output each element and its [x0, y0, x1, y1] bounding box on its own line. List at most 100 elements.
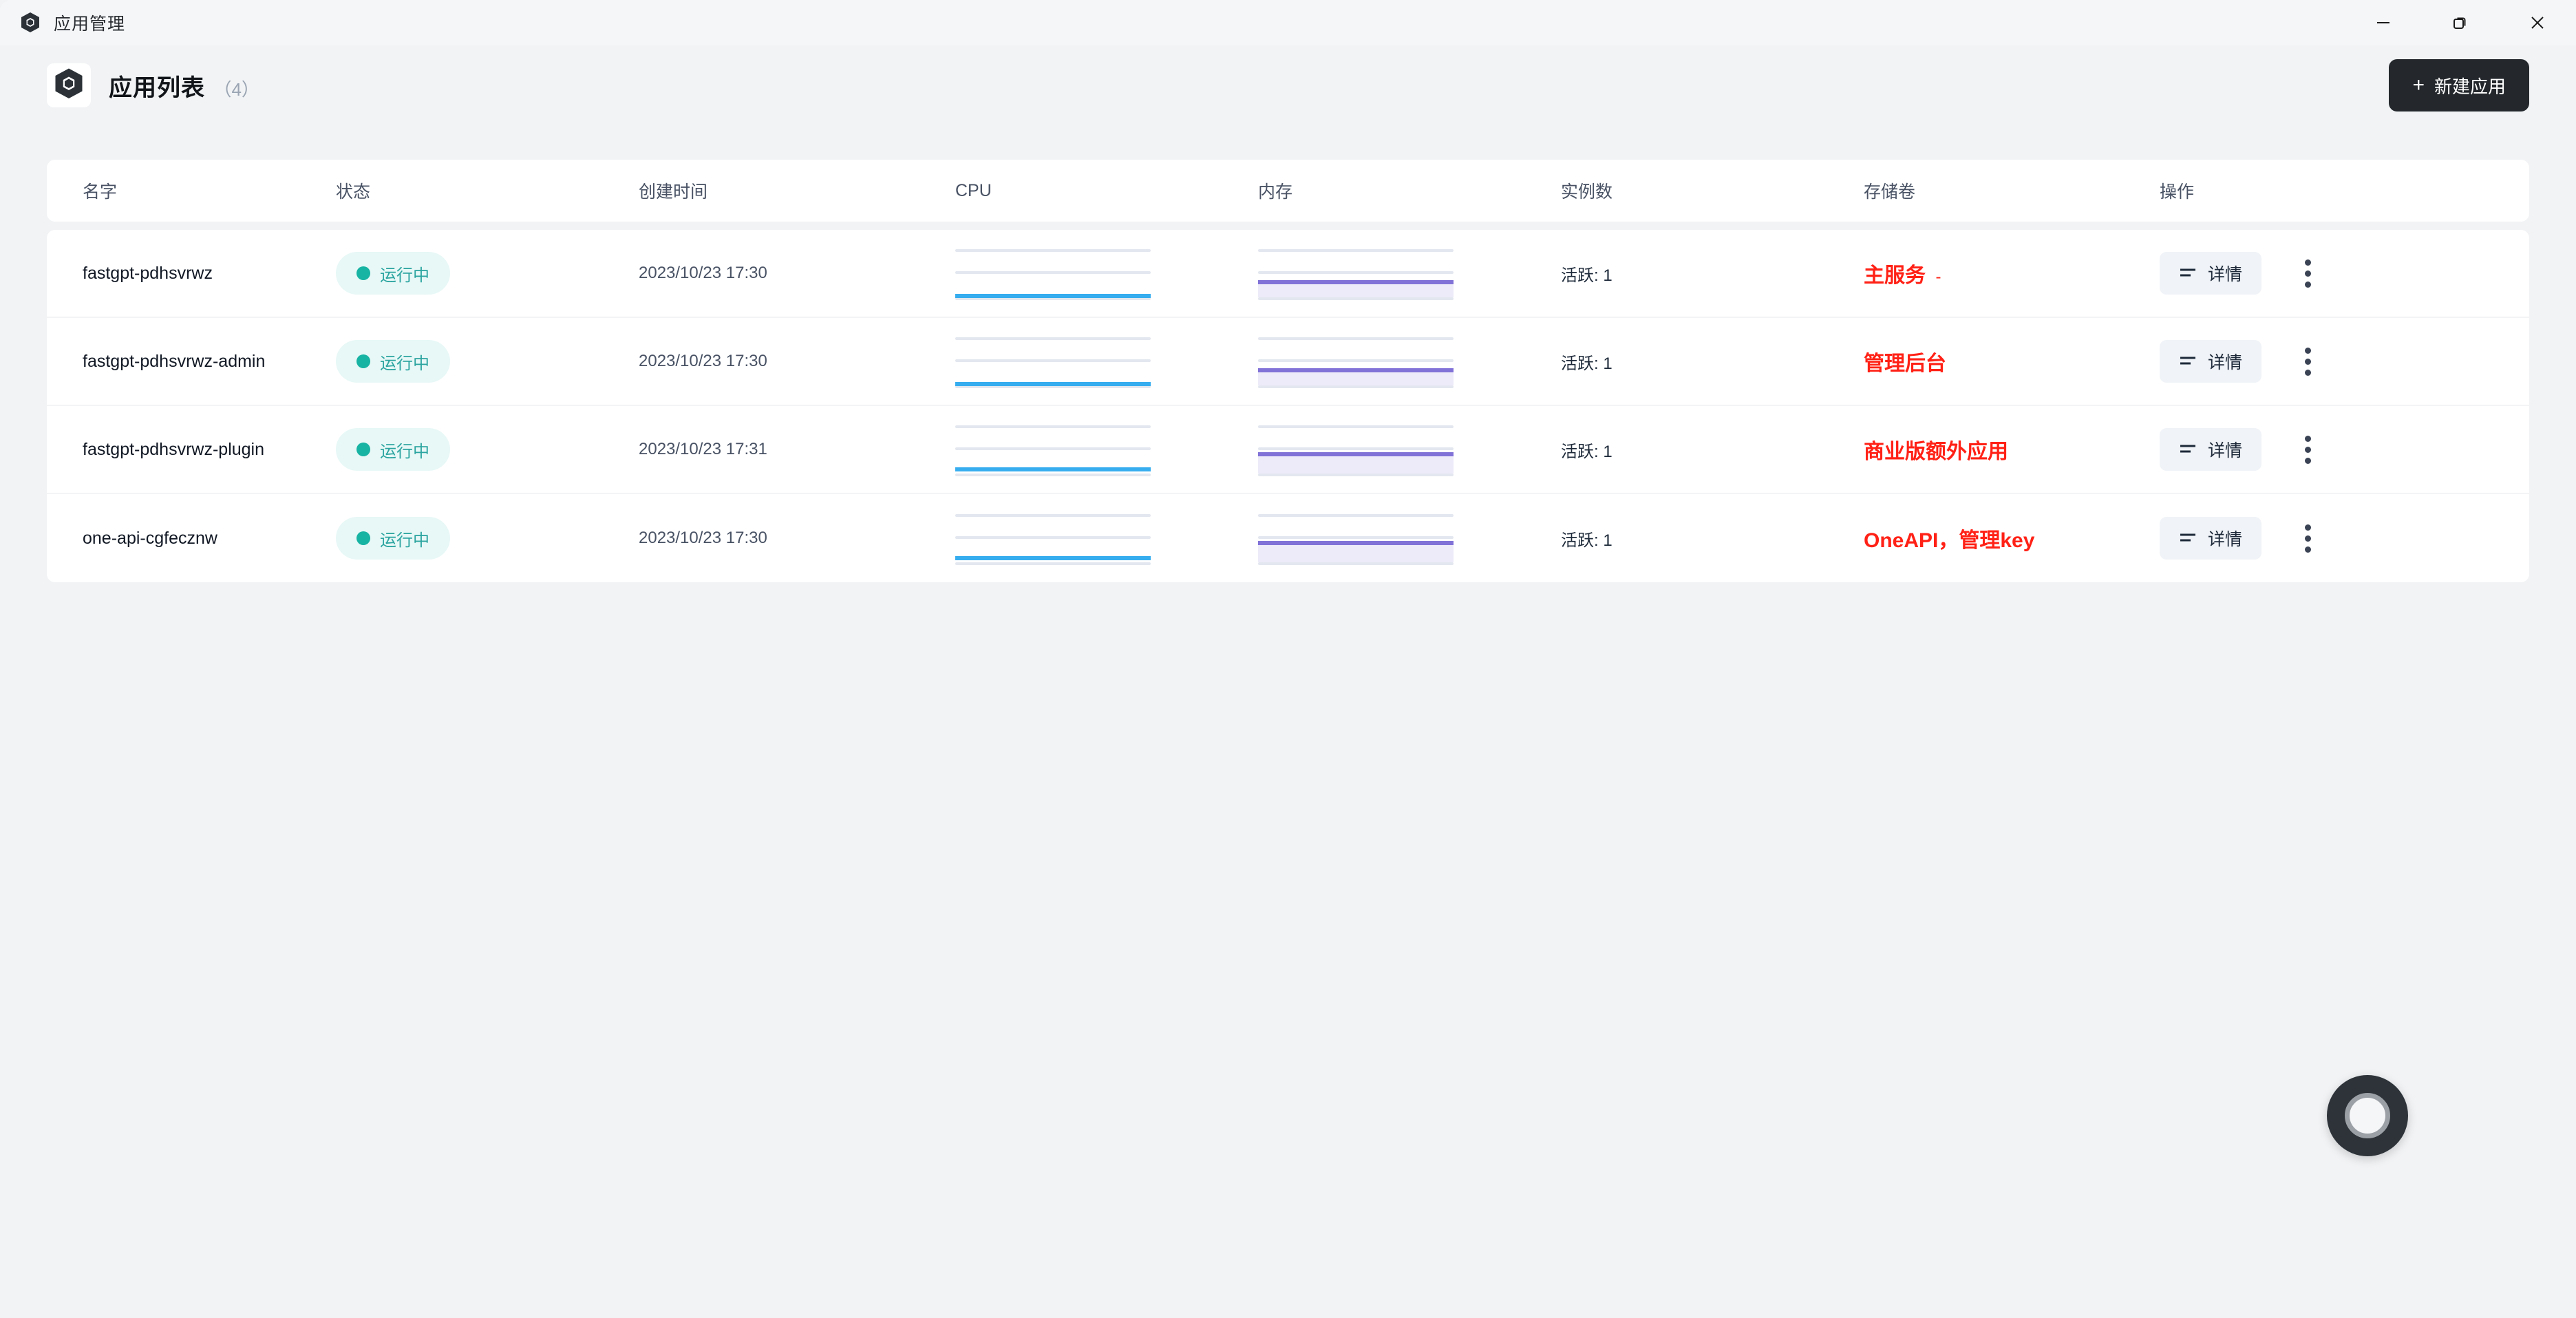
status-label: 运行中	[380, 531, 429, 550]
memory-sparkline	[1258, 332, 1454, 391]
status-badge: 运行中	[336, 517, 450, 560]
instance-count: 活跃: 1	[1561, 354, 1612, 373]
status-cell: 运行中	[336, 428, 639, 471]
column-header-volume: 存储卷	[1864, 182, 1916, 202]
instance-count: 活跃: 1	[1561, 266, 1612, 285]
plus-icon: +	[2412, 74, 2425, 96]
status-dot-icon	[356, 443, 370, 456]
volume-annotation: 主服务	[1864, 264, 1926, 287]
titlebar-left-group: 应用管理	[0, 10, 125, 35]
minimize-button[interactable]	[2345, 0, 2422, 45]
table-row[interactable]: fastgpt-pdhsvrwz-admin 运行中 2023/10/23 17…	[47, 318, 2529, 406]
detail-button[interactable]: 详情	[2160, 340, 2262, 383]
app-name: fastgpt-pdhsvrwz-admin	[83, 351, 266, 371]
volume-annotation-suffix: -	[1935, 268, 1941, 286]
created-time: 2023/10/23 17:30	[639, 352, 767, 370]
status-cell: 运行中	[336, 517, 639, 560]
table-row[interactable]: fastgpt-pdhsvrwz-plugin 运行中 2023/10/23 1…	[47, 406, 2529, 494]
detail-button-label: 详情	[2208, 265, 2243, 284]
restore-window-button[interactable]	[2422, 0, 2499, 45]
column-header-status: 状态	[336, 182, 371, 202]
page-header: 应用列表 （4） + 新建应用	[0, 45, 2576, 125]
cpu-cell	[955, 509, 1258, 568]
cpu-cell	[955, 332, 1258, 391]
status-label: 运行中	[380, 442, 429, 461]
avatar	[47, 63, 91, 107]
detail-button[interactable]: 详情	[2160, 252, 2262, 295]
cpu-sparkline	[955, 420, 1151, 479]
more-options-icon[interactable]	[2289, 428, 2326, 471]
more-options-icon[interactable]	[2289, 517, 2326, 560]
list-lines-icon	[2179, 264, 2197, 284]
more-options-icon[interactable]	[2289, 252, 2326, 295]
volume-annotation: 管理后台	[1864, 352, 1946, 375]
memory-cell	[1258, 420, 1561, 479]
created-time: 2023/10/23 17:31	[639, 440, 767, 458]
cpu-sparkline	[955, 332, 1151, 391]
app-name: one-api-cgfecznw	[83, 528, 217, 548]
status-badge: 运行中	[336, 252, 450, 295]
memory-sparkline	[1258, 420, 1454, 479]
instance-count: 活跃: 1	[1561, 531, 1612, 550]
column-header-instances: 实例数	[1561, 182, 1613, 202]
window-title: 应用管理	[54, 14, 126, 34]
column-header-time: 创建时间	[639, 182, 708, 202]
status-badge: 运行中	[336, 428, 450, 471]
status-cell: 运行中	[336, 340, 639, 383]
memory-cell	[1258, 244, 1561, 303]
status-dot-icon	[356, 531, 370, 545]
cpu-sparkline	[955, 509, 1151, 568]
instance-count: 活跃: 1	[1561, 442, 1612, 461]
column-header-actions: 操作	[2160, 182, 2195, 202]
volume-cell: OneAPI，管理key	[1864, 523, 2160, 553]
hexagon-app-icon	[21, 12, 40, 33]
close-button[interactable]	[2499, 0, 2576, 45]
page-title-count: （4）	[213, 78, 259, 100]
page-title: 应用列表	[109, 74, 205, 101]
page-title-group: 应用列表 （4）	[47, 63, 259, 107]
created-time: 2023/10/23 17:30	[639, 264, 767, 282]
memory-sparkline	[1258, 509, 1454, 568]
new-app-label: 新建应用	[2434, 76, 2506, 97]
table-header-row: 名字 状态 创建时间 CPU 内存 实例数 存储卷 操作	[47, 160, 2529, 222]
memory-sparkline	[1258, 244, 1454, 303]
table-body: fastgpt-pdhsvrwz 运行中 2023/10/23 17:30	[47, 230, 2529, 582]
actions-cell: 详情	[2160, 428, 2449, 471]
cpu-cell	[955, 244, 1258, 303]
actions-cell: 详情	[2160, 340, 2449, 383]
cpu-sparkline	[955, 244, 1151, 303]
app-list-table: 名字 状态 创建时间 CPU 内存 实例数 存储卷 操作 fastgpt-pdh…	[47, 160, 2529, 582]
recording-ring-indicator[interactable]	[2327, 1075, 2408, 1156]
list-lines-icon	[2179, 529, 2197, 549]
cpu-cell	[955, 420, 1258, 479]
column-header-name: 名字	[83, 182, 118, 202]
detail-button-label: 详情	[2208, 441, 2243, 460]
new-app-button[interactable]: + 新建应用	[2389, 59, 2529, 111]
volume-cell: 管理后台	[1864, 346, 2160, 376]
more-options-icon[interactable]	[2289, 340, 2326, 383]
detail-button[interactable]: 详情	[2160, 517, 2262, 560]
status-badge: 运行中	[336, 340, 450, 383]
list-lines-icon	[2179, 440, 2197, 460]
app-name: fastgpt-pdhsvrwz	[83, 263, 213, 283]
column-header-memory: 内存	[1258, 182, 1293, 202]
table-row[interactable]: fastgpt-pdhsvrwz 运行中 2023/10/23 17:30	[47, 230, 2529, 318]
window-controls	[2345, 0, 2576, 45]
volume-cell: 商业版额外应用	[1864, 434, 2160, 465]
status-cell: 运行中	[336, 252, 639, 295]
app-name: fastgpt-pdhsvrwz-plugin	[83, 439, 265, 459]
volume-annotation: 商业版额外应用	[1864, 440, 2008, 463]
detail-button-label: 详情	[2208, 530, 2243, 549]
volume-cell: 主服务 -	[1864, 258, 2160, 288]
column-header-cpu: CPU	[955, 180, 992, 200]
status-dot-icon	[356, 266, 370, 280]
page-title-wrap: 应用列表 （4）	[109, 69, 259, 103]
memory-cell	[1258, 332, 1561, 391]
status-label: 运行中	[380, 354, 429, 373]
ring-inner-circle	[2345, 1093, 2390, 1138]
table-row[interactable]: one-api-cgfecznw 运行中 2023/10/23 17:30	[47, 494, 2529, 582]
status-dot-icon	[356, 354, 370, 368]
detail-button[interactable]: 详情	[2160, 428, 2262, 471]
actions-cell: 详情	[2160, 252, 2449, 295]
status-label: 运行中	[380, 266, 429, 285]
